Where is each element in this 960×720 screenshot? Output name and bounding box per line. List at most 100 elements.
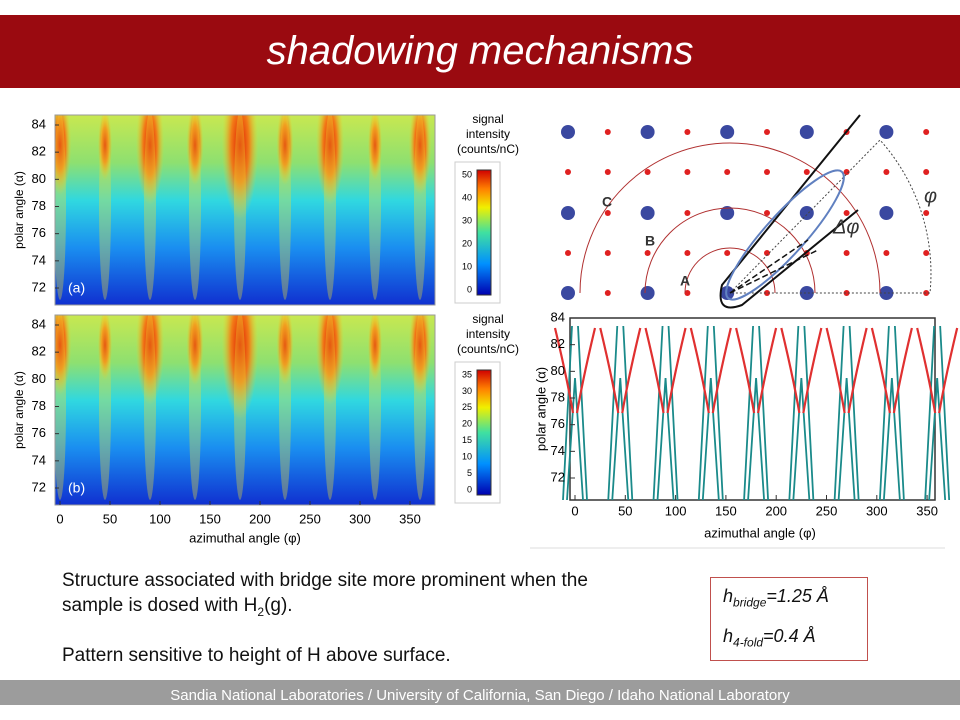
colorbar (476, 369, 492, 496)
title: shadowing mechanisms (0, 15, 960, 88)
colorbar-tick-label: 30 (462, 215, 472, 225)
atom-h (764, 250, 770, 256)
x-tick-label: 350 (916, 503, 938, 518)
arc (579, 142, 881, 294)
atom (640, 286, 655, 300)
red-curve (644, 327, 687, 414)
hot-stripe (368, 315, 382, 380)
atom (640, 125, 655, 139)
hot-stripe (55, 315, 72, 395)
colorbar (476, 169, 492, 296)
diagram-label: C (602, 194, 612, 210)
diagram-label: B (645, 233, 655, 249)
x-tick-label: 50 (618, 503, 632, 518)
atom (799, 286, 814, 300)
stripe (55, 115, 66, 300)
hot-stripe (408, 115, 432, 195)
panel-label: (a) (68, 280, 85, 296)
atom-h (724, 250, 731, 256)
shadow-cone (719, 114, 861, 309)
footer: Sandia National Laboratories / Universit… (0, 680, 960, 705)
stripe (324, 315, 336, 500)
teal-curve (652, 325, 679, 501)
x-tick-label: 150 (199, 511, 221, 526)
x-tick-label: 0 (56, 511, 63, 526)
atom-h (843, 250, 850, 256)
atom-h (684, 210, 691, 216)
diagram-label: Δφ (832, 216, 859, 238)
curves (553, 325, 959, 501)
hot-stripe (98, 115, 112, 180)
stripe (369, 315, 381, 500)
x-tick-label: 250 (816, 503, 838, 518)
stripe (234, 115, 246, 300)
height-box: hbridge=1.25 Å h4-fold=0.4 Å (710, 577, 868, 661)
dashes (729, 239, 819, 294)
atom (720, 206, 735, 220)
arc (684, 247, 776, 294)
atom-h (604, 169, 611, 175)
teal-curve (607, 325, 634, 501)
atom-h (923, 290, 930, 296)
x-axis-label: azimuthal angle (φ) (189, 530, 301, 545)
y-tick-label: 82 (32, 344, 46, 359)
y-tick-label: 72 (32, 479, 46, 494)
stripe (189, 115, 201, 300)
text: Structure associated with bridge site mo… (62, 570, 588, 616)
atom-h (843, 290, 850, 296)
hot-stripe (136, 315, 164, 405)
atom-h (565, 169, 571, 175)
y-tick-label: 80 (32, 371, 46, 386)
colorbar-frame (454, 361, 501, 504)
atom (799, 206, 814, 220)
red-curve (553, 327, 597, 414)
atom-h (764, 129, 770, 135)
heatmap-features (55, 315, 432, 500)
teal-curve (833, 325, 860, 501)
y-tick-label: 82 (32, 144, 46, 159)
y-axis-label: polar angle (α) (12, 171, 26, 249)
text: =0.4 Å (763, 626, 816, 646)
y-tick-label: 84 (32, 116, 46, 131)
red-curve (599, 327, 642, 414)
stripe (279, 315, 291, 500)
arc (644, 207, 816, 294)
y-tick-label: 76 (32, 425, 46, 440)
x-tick-label: 0 (571, 503, 578, 518)
heatmap-features (55, 115, 432, 300)
colorbar-tick-label: 50 (462, 169, 472, 179)
stripe (189, 315, 201, 500)
colorbar-tick-label: 10 (462, 452, 472, 462)
atom-h (764, 169, 770, 175)
y-tick-label: 74 (32, 452, 46, 467)
colorbar-tick-label: 0 (467, 284, 472, 294)
x-tick-label: 300 (349, 511, 371, 526)
colorbar-tick-label: 15 (462, 435, 472, 445)
y-tick-label: 78 (32, 198, 46, 213)
x-tick-label: 150 (715, 503, 737, 518)
atom (879, 206, 894, 220)
stripe (234, 315, 246, 500)
text: (g). (264, 595, 293, 616)
hot-stripe (368, 115, 382, 180)
diagram-label: A (680, 273, 690, 289)
frame (54, 114, 436, 306)
hot-stripe (55, 115, 72, 195)
teal-curve (924, 325, 951, 501)
colorbar-title: (counts/nC) (457, 142, 519, 156)
atom-h (684, 169, 691, 175)
red-curve (870, 327, 913, 414)
atom-h (923, 210, 930, 216)
atom-h (604, 210, 611, 216)
atom-h (764, 210, 770, 216)
subscript: 2 (257, 604, 265, 619)
y-tick-label: 82 (551, 336, 565, 351)
text: Pattern sensitive to height of H above s… (62, 645, 451, 666)
teal-curve (743, 325, 769, 501)
text: h (723, 586, 734, 606)
colorbar-tick-label: 25 (462, 402, 472, 412)
atom (879, 125, 894, 139)
colorbar-title: signal (472, 312, 503, 326)
colorbar-tick-label: 5 (467, 468, 472, 478)
